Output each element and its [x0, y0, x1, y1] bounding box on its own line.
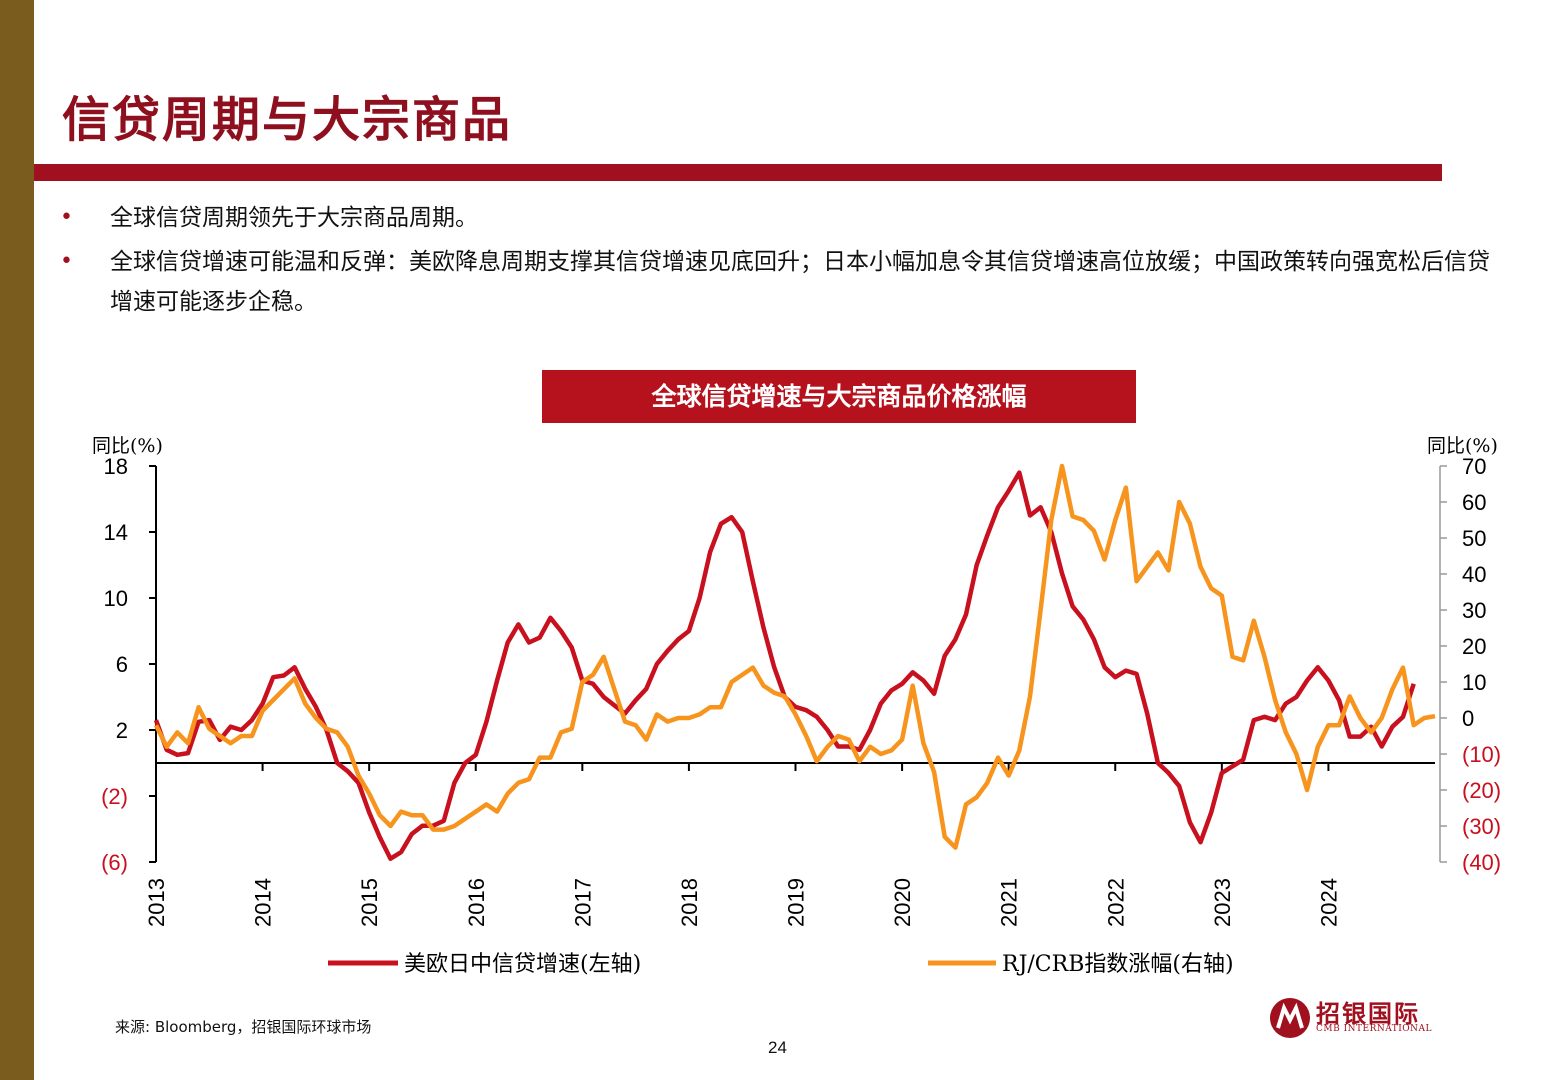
x-tick-label: 2018: [677, 878, 702, 927]
x-tick-label: 2016: [464, 878, 489, 927]
source-note: 来源: Bloomberg，招银国际环球市场: [115, 1018, 372, 1036]
page-number: 24: [768, 1038, 787, 1057]
left-decorative-band: [0, 0, 34, 1080]
right-tick-label: 10: [1462, 670, 1486, 695]
legend-label-commodity: RJ/CRB指数涨幅(右轴): [1002, 952, 1234, 977]
x-tick-label: 2020: [890, 878, 915, 927]
left-tick-label: (6): [101, 850, 128, 875]
chart-title: 全球信贷增速与大宗商品价格涨幅: [542, 370, 1136, 423]
right-axis-label: 同比(%): [1427, 435, 1498, 457]
right-tick-label: (40): [1462, 850, 1501, 875]
bullet-item: • 全球信贷周期领先于大宗商品周期。: [60, 198, 1500, 238]
legend-label-credit: 美欧日中信贷增速(左轴): [404, 952, 641, 977]
series-line-commodity: [153, 463, 1436, 850]
x-tick-label: 2024: [1316, 878, 1341, 927]
right-tick-label: (10): [1462, 742, 1501, 767]
bullet-text: 全球信贷增速可能温和反弹：美欧降息周期支撑其信贷增速见底回升；日本小幅加息令其信…: [110, 249, 1490, 315]
right-tick-label: 70: [1462, 454, 1486, 479]
logo-subtext: CMB INTERNATIONAL: [1316, 1024, 1433, 1034]
x-tick-label: 2022: [1103, 878, 1128, 927]
right-tick-label: (30): [1462, 814, 1501, 839]
bullet-dot-icon: •: [60, 205, 73, 230]
title-divider: [34, 164, 1442, 181]
x-tick-label: 2023: [1210, 878, 1235, 927]
right-tick-label: (20): [1462, 778, 1501, 803]
x-tick-label: 2017: [570, 878, 595, 927]
left-tick-label: 2: [116, 718, 128, 743]
right-tick-label: 50: [1462, 526, 1486, 551]
left-axis-label: 同比(%): [92, 435, 163, 457]
logo-text: 招银国际: [1316, 999, 1420, 1028]
left-tick-label: 18: [104, 454, 128, 479]
bullet-dot-icon: •: [60, 249, 73, 274]
cmbi-logo-icon: [1270, 998, 1310, 1038]
x-tick-label: 2013: [144, 878, 169, 927]
right-tick-label: 0: [1462, 706, 1474, 731]
left-tick-label: 6: [116, 652, 128, 677]
right-tick-label: 20: [1462, 634, 1486, 659]
bullet-text: 全球信贷周期领先于大宗商品周期。: [110, 205, 478, 231]
bullet-list: • 全球信贷周期领先于大宗商品周期。 • 全球信贷增速可能温和反弹：美欧降息周期…: [60, 198, 1500, 326]
right-tick-label: 30: [1462, 598, 1486, 623]
page-title: 信贷周期与大宗商品: [62, 92, 513, 148]
x-tick-label: 2014: [251, 878, 276, 927]
left-tick-label: (2): [101, 784, 128, 809]
series-line-credit: [153, 470, 1416, 861]
right-tick-label: 40: [1462, 562, 1486, 587]
left-tick-label: 14: [104, 520, 128, 545]
x-tick-label: 2015: [357, 878, 382, 927]
cmbi-logo: 招银国际 CMB INTERNATIONAL: [1268, 994, 1448, 1044]
bullet-item: • 全球信贷增速可能温和反弹：美欧降息周期支撑其信贷增速见底回升；日本小幅加息令…: [60, 242, 1500, 322]
left-tick-label: 10: [104, 586, 128, 611]
x-tick-label: 2019: [784, 878, 809, 927]
x-tick-label: 2021: [997, 878, 1022, 927]
right-tick-label: 60: [1462, 490, 1486, 515]
